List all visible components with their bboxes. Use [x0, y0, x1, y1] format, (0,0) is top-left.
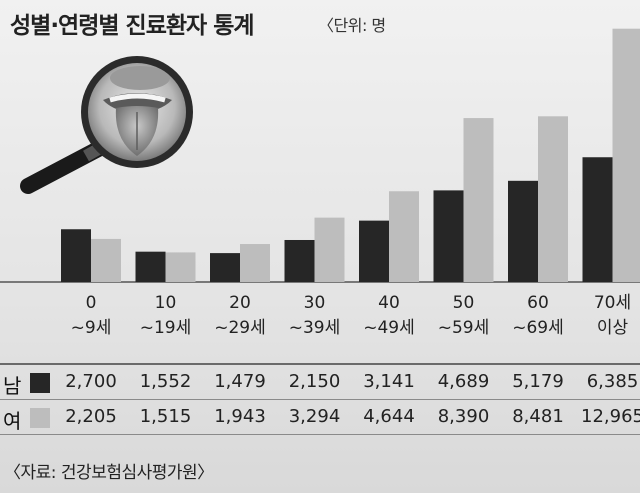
- legend-swatch: [30, 408, 50, 428]
- chart-title: 성별·연령별 진료환자 통계: [10, 13, 255, 39]
- table-cell: 3,141: [363, 371, 415, 392]
- x-tick-label: 30: [304, 293, 326, 313]
- x-tick-label: 0: [86, 293, 97, 313]
- bar-female-0: [91, 238, 121, 282]
- bar-female-7: [612, 28, 640, 283]
- table-cell: 1,943: [214, 406, 266, 427]
- table-row: 남 2,700 1,552 1,479 2,150 3,141 4,689 5,179 6,38…: [0, 363, 640, 400]
- x-tick-label: 10: [155, 293, 177, 313]
- table-cell: 2,150: [288, 371, 341, 392]
- x-tick-label: ~59세: [438, 318, 490, 338]
- table-cell: 4,689: [437, 371, 490, 392]
- row-label: 여: [3, 409, 22, 433]
- table-cell: 4,644: [363, 406, 415, 427]
- bar-male-4: [359, 220, 389, 282]
- bar-chart: 0 ~9세 10 ~19세 20 ~29세 30 ~39세 40 ~49세 50 ~59세 60 ~69세…: [0, 28, 640, 338]
- legend-swatch: [30, 373, 50, 393]
- unit-label: 〈단위: 명: [318, 16, 386, 35]
- table-cell: 2,205: [65, 406, 117, 427]
- bar-male-2: [210, 253, 240, 282]
- table-cell: 8,390: [437, 406, 490, 427]
- x-tick-label: ~19세: [140, 318, 192, 338]
- magnifier-tongue-icon: [20, 56, 193, 194]
- bar-female-4: [389, 191, 419, 282]
- x-tick-label: 20: [229, 293, 251, 313]
- table-cell: 3,294: [288, 406, 341, 427]
- row-label: 남: [3, 374, 22, 398]
- table-cell: 1,515: [139, 406, 192, 427]
- bar-female-3: [314, 217, 345, 282]
- x-tick-label: 이상: [597, 318, 629, 338]
- bar-male-1: [135, 251, 166, 282]
- x-tick-label: 40: [378, 293, 400, 313]
- bar-male-7: [582, 157, 613, 282]
- data-table: 남 2,700 1,552 1,479 2,150 3,141 4,689 5,179 6,38…: [0, 363, 640, 435]
- bar-female-1: [165, 252, 196, 282]
- table-cell: 2,700: [65, 371, 117, 392]
- x-tick-label: ~39세: [289, 318, 341, 338]
- table-cell: 8,481: [512, 406, 564, 427]
- bar-male-6: [508, 180, 538, 282]
- table-cell: 1,479: [214, 371, 266, 392]
- table-cell: 12,965: [581, 406, 640, 427]
- bar-male-0: [61, 229, 91, 282]
- x-tick-label: 60: [527, 293, 549, 313]
- bar-male-5: [433, 190, 464, 282]
- x-tick-label: ~69세: [512, 318, 564, 338]
- x-tick-label: ~49세: [363, 318, 415, 338]
- table-cell: 6,385: [586, 371, 639, 392]
- x-tick-label: 70세: [594, 293, 631, 313]
- table-row: 여 2,205 1,515 1,943 3,294 4,644 8,390 8,481 12,9…: [0, 400, 640, 435]
- source-note: 〈자료: 건강보험심사평가원〉: [4, 463, 214, 483]
- table-cell: 1,552: [139, 371, 192, 392]
- x-tick-label: 50: [453, 293, 475, 313]
- bar-female-2: [240, 244, 270, 282]
- bar-male-3: [284, 239, 315, 282]
- bar-female-6: [538, 116, 568, 282]
- x-tick-label: ~9세: [71, 318, 112, 338]
- x-tick-label: ~29세: [214, 318, 266, 338]
- table-cell: 5,179: [512, 371, 564, 392]
- bar-female-5: [463, 118, 494, 282]
